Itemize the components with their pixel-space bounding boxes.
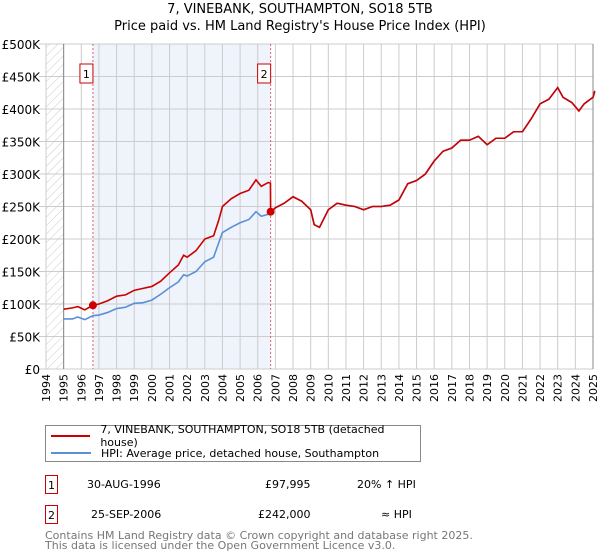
x-tick-label: 2025	[587, 374, 600, 402]
legend-item-hpi: HPI: Average price, detached house, Sout…	[46, 445, 379, 461]
x-tick-label: 2021	[516, 374, 529, 402]
sale-label: 2	[261, 68, 268, 81]
y-tick-label: £200K	[2, 233, 42, 247]
sale-point	[266, 207, 275, 216]
legend-swatch	[51, 452, 91, 454]
x-tick-label: 2024	[569, 374, 582, 402]
sale-point	[88, 301, 97, 310]
x-tick-label: 1995	[58, 374, 71, 402]
y-tick-label: £250K	[2, 201, 42, 215]
x-tick-label: 2002	[181, 374, 194, 402]
transaction-row: 1 30-AUG-1996 £97,995 20% ↑ HPI	[45, 475, 465, 495]
x-tick-label: 2013	[375, 374, 388, 402]
legend: 7, VINEBANK, SOUTHAMPTON, SO18 5TB (deta…	[45, 423, 421, 462]
x-tick-label: 1998	[111, 374, 124, 402]
y-tick-label: £150K	[2, 266, 42, 280]
x-tick-label: 2010	[322, 374, 335, 402]
sale-label: 1	[83, 68, 90, 81]
legend-label: 7, VINEBANK, SOUTHAMPTON, SO18 5TB (deta…	[100, 423, 385, 449]
sale-hpi-compare: 20% ↑ HPI	[357, 478, 416, 491]
sale-badge: 1	[45, 475, 58, 494]
footer-licence: This data is licensed under the Open Gov…	[45, 539, 396, 552]
y-tick-label: £0	[25, 363, 40, 377]
x-tick-label: 2015	[411, 374, 424, 402]
chart-subtitle: Price paid vs. HM Land Registry's House …	[114, 19, 486, 34]
x-tick-label: 2001	[164, 374, 177, 402]
y-tick-label: £400K	[2, 103, 42, 117]
y-tick-label: £500K	[2, 38, 42, 52]
sale-date: 25-SEP-2006	[91, 508, 162, 521]
x-tick-label: 1994	[40, 374, 53, 402]
x-tick-label: 2023	[552, 374, 565, 402]
transaction-row: 2 25-SEP-2006 £242,000 ≈ HPI	[45, 505, 465, 525]
legend-label: HPI: Average price, detached house, Sout…	[101, 446, 380, 460]
property-price-line	[63, 86, 596, 311]
sale-badge: 2	[45, 505, 58, 524]
x-tick-label: 2009	[305, 374, 318, 402]
x-tick-label: 2008	[287, 374, 300, 402]
x-tick-label: 2017	[446, 374, 459, 402]
y-tick-label: £450K	[2, 71, 42, 85]
x-tick-label: 2016	[428, 374, 441, 402]
chart-title: 7, VINEBANK, SOUTHAMPTON, SO18 5TB	[167, 2, 433, 17]
sale-label-box	[79, 63, 94, 84]
x-tick-label: 2005	[234, 374, 247, 402]
footer-copyright: Contains HM Land Registry data © Crown c…	[45, 529, 473, 542]
legend-item-property: 7, VINEBANK, SOUTHAMPTON, SO18 5TB (deta…	[46, 423, 420, 449]
x-tick-label: 1999	[128, 374, 141, 402]
x-tick-label: 2003	[199, 374, 212, 402]
x-tick-label: 2019	[481, 374, 494, 402]
sale-price: £242,000	[258, 508, 311, 521]
y-tick-label: £350K	[2, 136, 42, 150]
y-tick-label: £50K	[9, 331, 41, 345]
legend-swatch	[51, 435, 91, 437]
x-tick-label: 2006	[252, 374, 265, 402]
x-tick-label: 2014	[393, 374, 406, 402]
sale-date: 30-AUG-1996	[87, 478, 161, 491]
sale-price: £97,995	[265, 478, 311, 491]
price-chart: 1994 1995 1996 1997 1998 1999 2000 2001 2002 2003…	[2, 38, 600, 402]
sale-label-box	[257, 63, 272, 84]
y-tick-label: £300K	[2, 168, 42, 182]
x-tick-label: 1996	[75, 374, 88, 402]
x-tick-label: 2020	[499, 374, 512, 402]
sale-hpi-compare: ≈ HPI	[381, 508, 412, 521]
x-tick-label: 2000	[146, 374, 159, 402]
x-tick-label: 2018	[463, 374, 476, 402]
x-tick-label: 2011	[340, 374, 353, 402]
y-tick-label: £100K	[2, 298, 42, 312]
x-tick-label: 2022	[534, 374, 547, 402]
x-tick-label: 2007	[269, 374, 282, 402]
x-tick-label: 1997	[93, 374, 106, 402]
x-tick-label: 2004	[216, 374, 229, 402]
x-tick-label: 2012	[358, 374, 371, 402]
